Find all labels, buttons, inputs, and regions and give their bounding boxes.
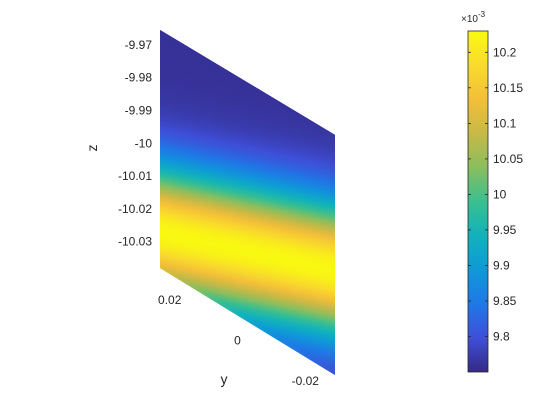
scatter-markers xyxy=(160,30,335,375)
